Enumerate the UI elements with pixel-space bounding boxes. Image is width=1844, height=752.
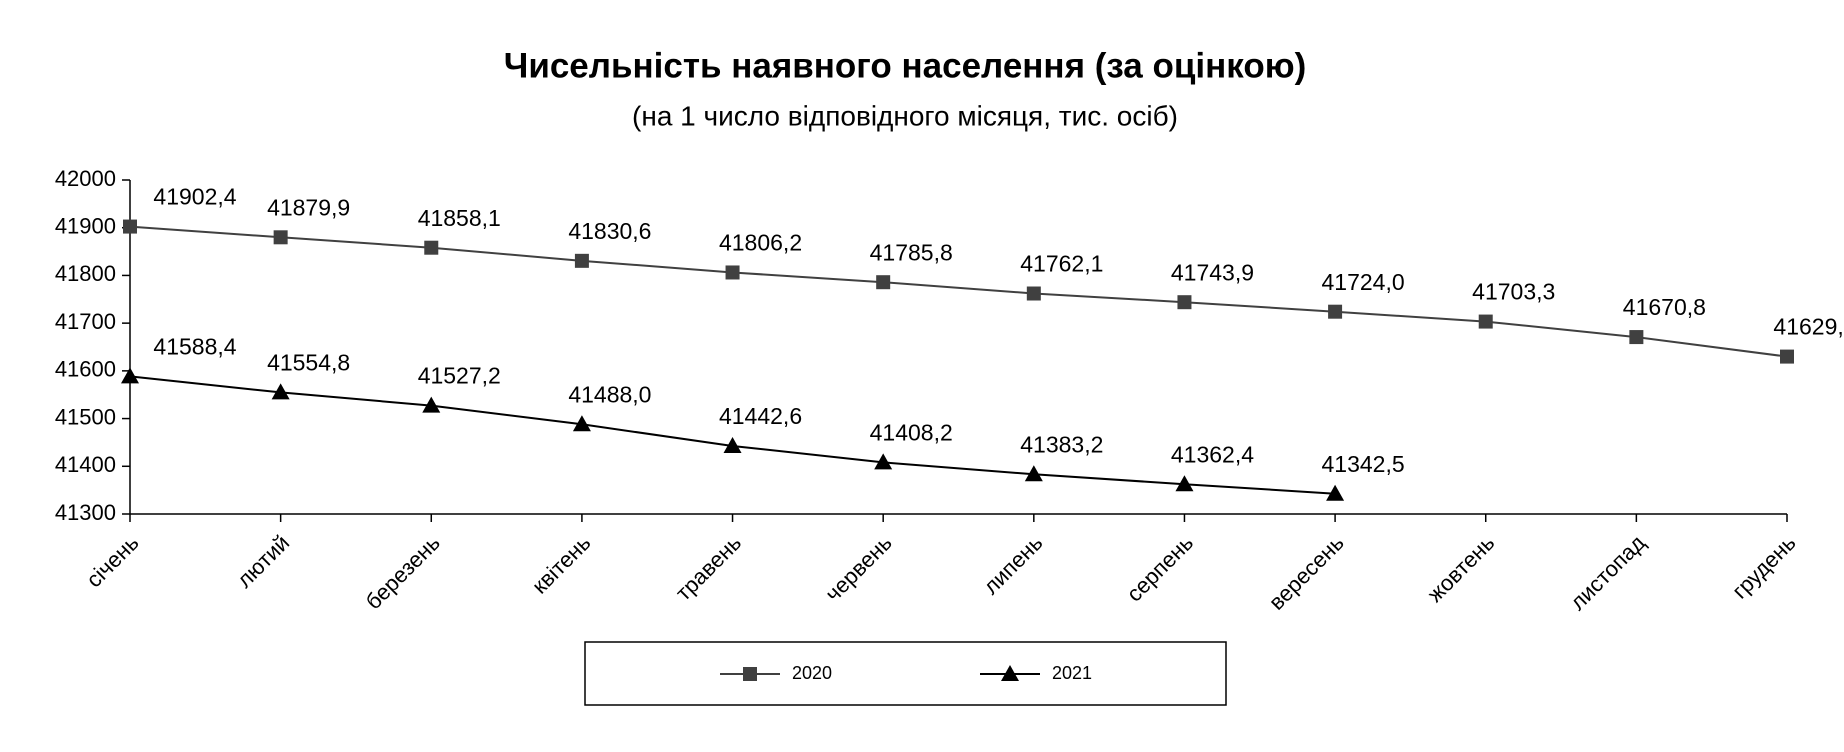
data-label: 41670,8: [1623, 294, 1706, 320]
data-label: 41527,2: [418, 363, 501, 389]
data-label: 41879,9: [267, 194, 350, 220]
data-point: [1326, 484, 1345, 501]
data-point: [574, 253, 589, 268]
x-tick-label: лютий: [232, 530, 295, 593]
data-label: 41830,6: [568, 218, 651, 244]
data-label: 41629,9: [1773, 314, 1844, 340]
x-tick-label: квітень: [527, 530, 596, 599]
chart-subtitle: (на 1 число відповідного місяця, тис. ос…: [632, 100, 1178, 131]
x-tick-label: червень: [820, 530, 897, 607]
data-point: [422, 396, 441, 413]
x-tick-label: грудень: [1727, 530, 1801, 604]
x-tick-label: серпень: [1122, 530, 1199, 607]
data-point: [1024, 465, 1043, 482]
data-point: [1780, 349, 1794, 364]
data-point: [723, 436, 742, 453]
data-label: 41762,1: [1020, 251, 1103, 277]
data-label: 41806,2: [719, 230, 802, 256]
data-label: 41588,4: [153, 333, 236, 359]
data-label: 41362,4: [1171, 441, 1254, 467]
data-point: [1328, 304, 1343, 319]
data-point: [123, 219, 137, 234]
chart-title: Чисельність наявного населення (за оцінк…: [504, 46, 1307, 85]
legend-marker: [1001, 665, 1019, 681]
legend-label: 2021: [1052, 663, 1092, 683]
data-label: 41724,0: [1322, 269, 1405, 295]
data-point: [1478, 314, 1493, 329]
data-label: 41743,9: [1171, 259, 1254, 285]
y-tick-label: 41600: [55, 357, 116, 382]
data-label: 41703,3: [1472, 279, 1555, 305]
legend-marker: [743, 667, 757, 681]
x-tick-label: листопад: [1565, 530, 1650, 615]
x-tick-label: вересень: [1264, 530, 1349, 615]
data-label: 41785,8: [870, 239, 953, 265]
data-point: [424, 240, 439, 255]
data-point: [271, 383, 290, 400]
x-tick-label: жовтень: [1422, 530, 1499, 607]
data-label: 41554,8: [267, 350, 350, 376]
series-line: [129, 225, 1788, 358]
data-point: [572, 415, 591, 432]
data-label: 41488,0: [568, 381, 651, 407]
data-point: [874, 453, 893, 470]
y-tick-label: 42000: [55, 166, 116, 191]
data-point: [1629, 330, 1644, 345]
data-label: 41442,6: [719, 403, 802, 429]
data-point: [1026, 286, 1041, 301]
data-label: 41408,2: [870, 419, 953, 445]
data-point: [1175, 475, 1194, 492]
y-tick-label: 41700: [55, 309, 116, 334]
series-line: [129, 375, 1336, 495]
y-tick-label: 41900: [55, 214, 116, 239]
data-point: [876, 275, 891, 290]
legend-label: 2020: [792, 663, 832, 683]
legend-box: [584, 641, 1227, 706]
x-tick-label: січень: [81, 530, 143, 592]
data-label: 41342,5: [1322, 451, 1405, 477]
x-tick-label: березень: [361, 530, 445, 614]
y-tick-label: 41800: [55, 261, 116, 286]
data-label: 41858,1: [418, 205, 501, 231]
data-point: [121, 367, 139, 384]
y-tick-label: 41500: [55, 404, 116, 429]
data-point: [273, 230, 288, 245]
x-tick-label: липень: [978, 530, 1047, 599]
data-point: [1177, 295, 1192, 310]
data-label: 41383,2: [1020, 431, 1103, 457]
y-tick-label: 41400: [55, 452, 116, 477]
data-label: 41902,4: [153, 184, 236, 210]
y-tick-label: 41300: [55, 500, 116, 525]
data-point: [725, 265, 740, 280]
x-tick-label: травень: [671, 530, 747, 606]
